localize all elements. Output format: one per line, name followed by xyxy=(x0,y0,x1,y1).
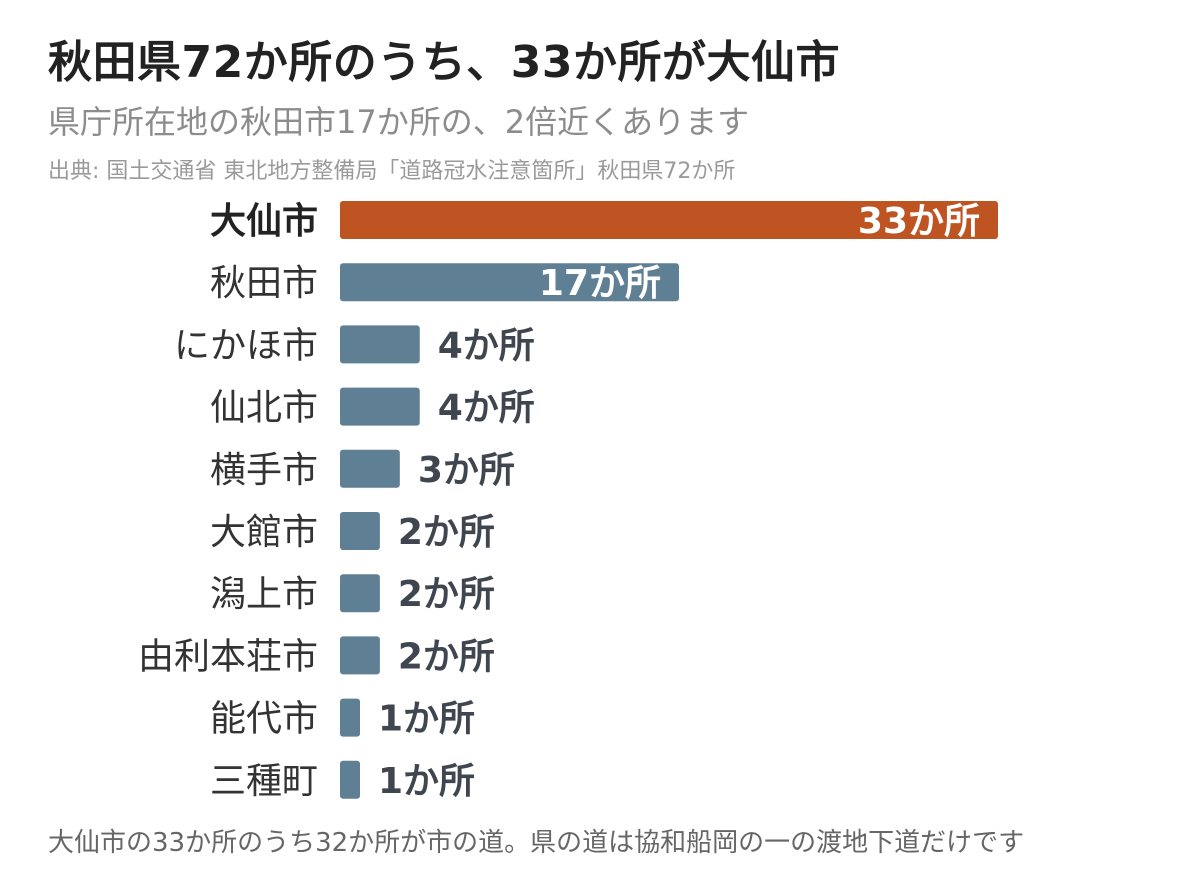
category-label: 由利本荘市 xyxy=(138,636,318,677)
category-label: 大館市 xyxy=(210,512,318,553)
chart-footnote: 大仙市の33か所のうち32か所が市の道。県の道は協和船岡の一の渡地下道だけです xyxy=(48,828,1025,858)
chart-subtitle: 県庁所在地の秋田市17か所の、2倍近くあります xyxy=(48,103,750,141)
category-label: 三種町 xyxy=(210,761,318,802)
bar xyxy=(340,263,679,302)
category-label: 仙北市 xyxy=(210,388,318,429)
bar xyxy=(340,201,998,239)
value-label: 1か所 xyxy=(378,761,475,802)
category-label: 秋田市 xyxy=(210,263,318,304)
chart-source: 出典: 国土交通省 東北地方整備局「道路冠水注意箇所」秋田県72か所 xyxy=(48,159,736,184)
value-label: 1か所 xyxy=(378,699,475,740)
value-label: 2か所 xyxy=(398,636,495,677)
category-label: 横手市 xyxy=(210,450,318,491)
bar xyxy=(340,449,400,488)
value-label: 4か所 xyxy=(438,325,535,366)
value-label: 4か所 xyxy=(438,388,535,429)
value-label: 3か所 xyxy=(418,450,515,491)
bar xyxy=(340,325,420,364)
category-label: にかほ市 xyxy=(174,325,318,366)
category-label: 大仙市 xyxy=(210,201,318,242)
bar xyxy=(340,698,360,737)
bar xyxy=(340,387,420,426)
value-label: 2か所 xyxy=(398,574,495,615)
value-label: 33か所 xyxy=(858,201,980,242)
bar xyxy=(340,760,360,799)
category-label: 潟上市 xyxy=(210,574,318,615)
bar xyxy=(340,512,380,550)
category-label: 能代市 xyxy=(210,699,318,740)
value-label: 2か所 xyxy=(398,512,495,553)
value-label: 17か所 xyxy=(539,263,661,304)
chart-title: 秋田県72か所のうち、33か所が大仙市 xyxy=(48,37,840,88)
bar xyxy=(340,574,380,613)
bar xyxy=(340,636,380,675)
